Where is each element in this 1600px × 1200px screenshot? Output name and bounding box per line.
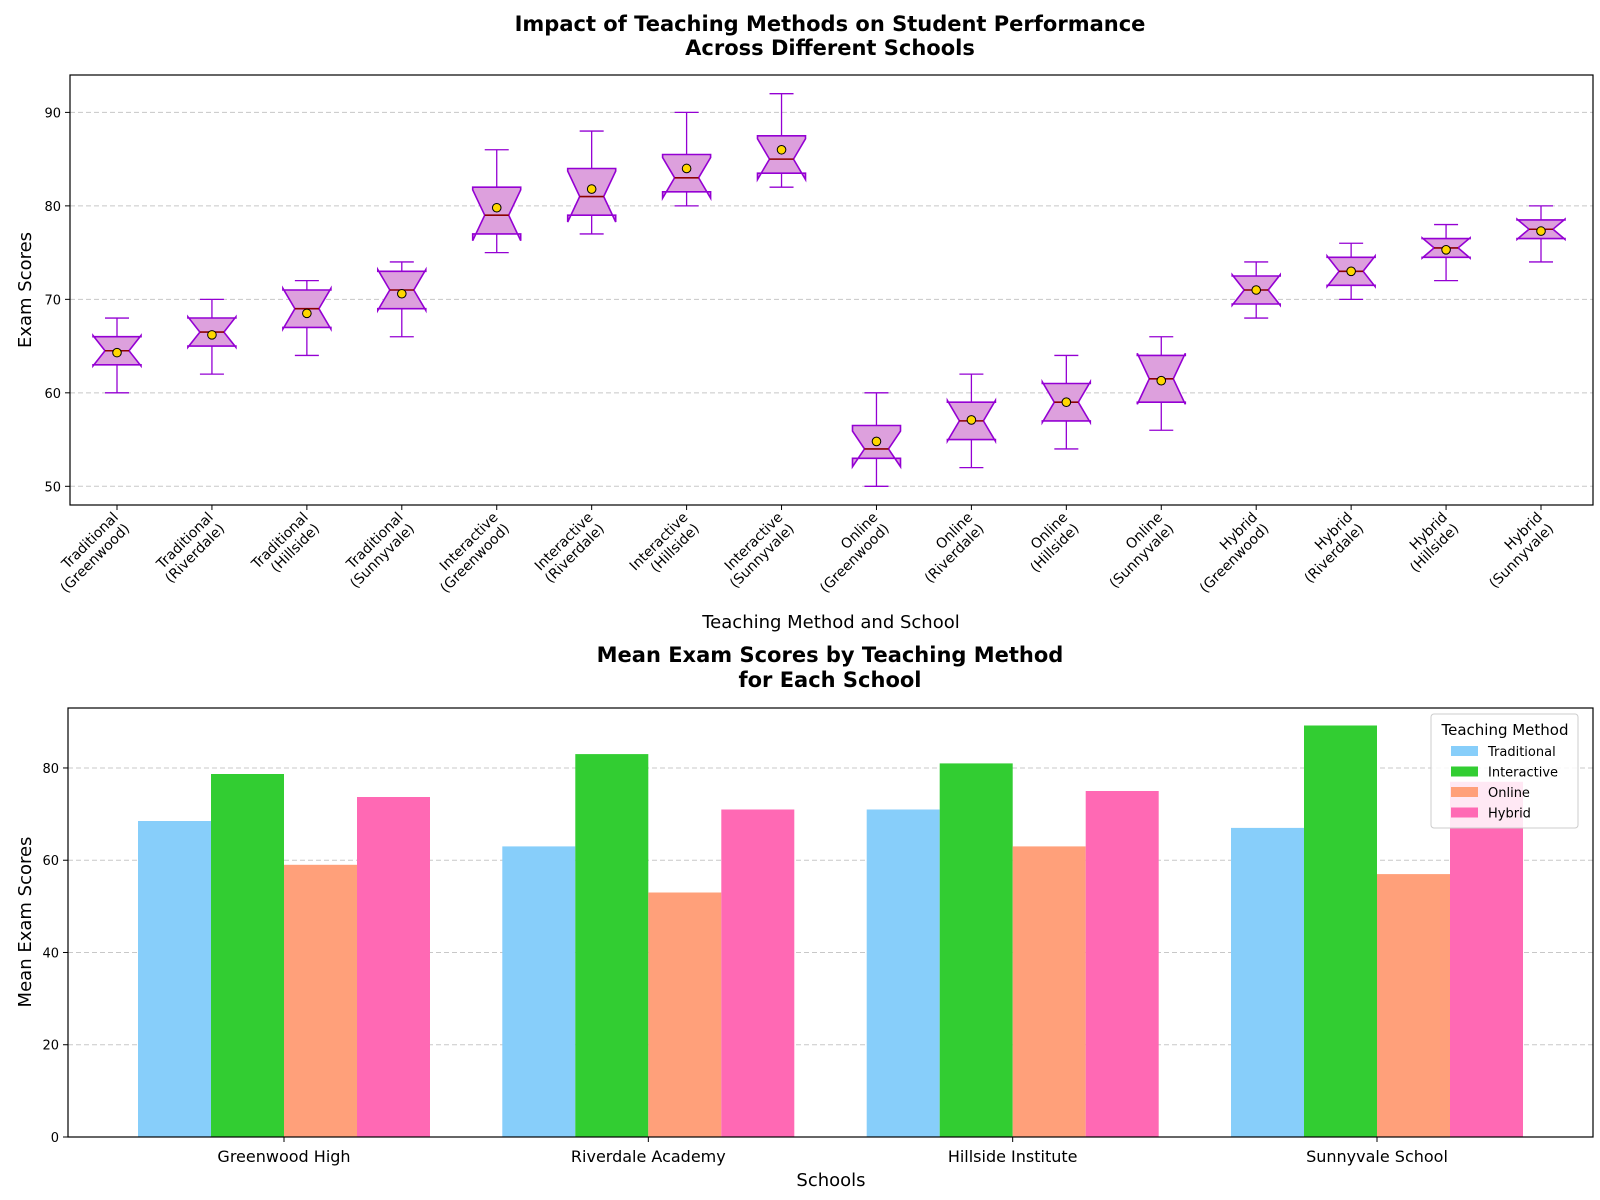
box-chart-title-line-1: Impact of Teaching Methods on Student Pe… (515, 12, 1146, 36)
box (376, 261, 427, 338)
bar-chart-title-line-1: Mean Exam Scores by Teaching Method (597, 643, 1064, 667)
bar (1085, 791, 1159, 1137)
box-mean-marker (681, 163, 692, 174)
bar (1450, 781, 1523, 1137)
box-chart-title-line-2: Across Different Schools (685, 36, 975, 60)
bar-y-tick-label: 80 (42, 762, 59, 777)
box-chart-x-axis-label: Teaching Method and School (701, 612, 959, 633)
bar (939, 763, 1013, 1137)
bar-chart-gridlines (68, 767, 1593, 1046)
box (187, 298, 237, 375)
box-mean-marker (1156, 375, 1167, 386)
box-mean-marker (1061, 397, 1072, 407)
bar-chart-title-line-2: for Each School (738, 668, 921, 692)
legend-label: Traditional (1487, 745, 1556, 760)
bar-y-tick-label: 40 (42, 946, 59, 961)
legend-label: Online (1488, 786, 1530, 801)
bar (502, 846, 576, 1137)
box-mean-marker (207, 330, 217, 340)
bar-chart: Mean Exam Scores by Teaching Method for … (15, 643, 1594, 1191)
legend-frame (1430, 713, 1579, 829)
box-mean-marker (112, 347, 122, 358)
bar-y-tick-label: 0 (51, 1131, 59, 1146)
legend-swatch (1451, 746, 1478, 756)
bar-chart-x-axis-label: Schools (796, 1170, 865, 1191)
legend-label: Interactive (1488, 766, 1558, 781)
bar (575, 754, 649, 1137)
bar (1377, 874, 1450, 1137)
box-mean-marker (871, 436, 882, 447)
bar-x-tick-label: Sunnyvale School (1306, 1147, 1448, 1166)
box-chart-frame (69, 74, 1594, 506)
bar-chart-y-axis-label: Mean Exam Scores (15, 837, 36, 1008)
box-body (756, 135, 807, 183)
box-y-tick-label: 90 (44, 106, 61, 121)
bar (1231, 827, 1304, 1137)
bar (721, 809, 795, 1137)
box-chart-y-axis-label: Exam Scores (15, 232, 36, 348)
bar-x-tick-label: Greenwood High (217, 1147, 350, 1166)
box (1326, 242, 1376, 300)
box-y-tick-label: 60 (44, 387, 61, 402)
box (1231, 261, 1281, 319)
bar-chart-x-ticks: Greenwood High Riverdale Academy Hillside … (217, 1137, 1448, 1166)
bar (211, 774, 284, 1137)
box-mean-marker (1536, 226, 1546, 236)
legend-swatch (1451, 766, 1478, 777)
box (566, 130, 617, 235)
box (851, 392, 902, 487)
legend: Teaching Method Traditional Interactive On… (1430, 713, 1579, 829)
box-y-tick-label: 80 (44, 200, 61, 215)
legend-label: Hybrid (1488, 807, 1531, 822)
box (1136, 336, 1187, 431)
box-mean-marker (1251, 285, 1261, 295)
bar (648, 892, 722, 1137)
box (92, 317, 142, 394)
box-mean-marker (397, 288, 407, 299)
box-mean-marker (302, 308, 312, 319)
bar-y-tick-label: 20 (42, 1039, 59, 1054)
box (282, 280, 332, 357)
box (661, 111, 712, 207)
bar-chart-y-ticks: 0 20 40 60 80 (42, 762, 68, 1146)
box (1516, 205, 1566, 263)
box (1421, 223, 1471, 282)
box (946, 373, 997, 469)
box-chart-boxes (92, 93, 1566, 487)
box-mean-marker (1441, 245, 1451, 255)
legend-items: Traditional Interactive Online Hybrid (1451, 745, 1558, 822)
box-mean-marker (491, 202, 502, 213)
box (756, 93, 807, 188)
box-body (471, 186, 522, 242)
bar (357, 797, 430, 1137)
bar-chart-bars (138, 725, 1523, 1137)
bar-x-tick-label: Hillside Institute (948, 1147, 1078, 1166)
box-mean-marker (586, 184, 597, 194)
legend-title: Teaching Method (1440, 721, 1568, 739)
bar-x-tick-label: Riverdale Academy (571, 1147, 726, 1166)
box-y-tick-label: 50 (44, 480, 61, 495)
bar-y-tick-label: 60 (42, 854, 59, 869)
bar (1012, 846, 1086, 1137)
box-mean-marker (776, 144, 787, 155)
bar (866, 809, 940, 1137)
box-chart-y-ticks: 50 60 70 80 90 (44, 106, 70, 495)
legend-swatch (1451, 787, 1478, 797)
bar (284, 864, 357, 1137)
bar (138, 821, 211, 1137)
bar (1304, 725, 1377, 1137)
box (1041, 354, 1092, 450)
legend-swatch (1451, 807, 1478, 818)
box-body (661, 153, 712, 202)
box-body (566, 167, 617, 223)
box (471, 149, 522, 254)
box-mean-marker (966, 415, 977, 425)
bar-chart-frame (67, 707, 1594, 1138)
box-y-tick-label: 70 (44, 293, 61, 308)
box-chart-gridlines (70, 111, 1593, 487)
box-mean-marker (1346, 266, 1356, 277)
